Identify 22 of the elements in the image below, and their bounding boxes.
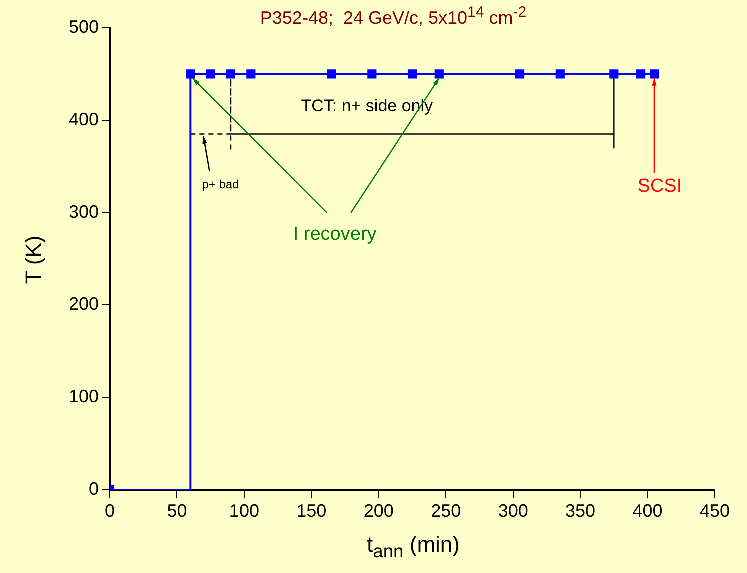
x-tick-label: 150 [296, 500, 327, 521]
x-tick-label: 100 [229, 500, 260, 521]
y-tick-label: 200 [68, 294, 99, 314]
y-tick-label: 300 [68, 202, 99, 222]
y-tick-label: 500 [68, 16, 99, 37]
y-tick-label: 400 [68, 109, 99, 130]
x-tick-label: 250 [431, 500, 462, 521]
x-tick-label: 400 [632, 500, 663, 521]
x-tick-label: 0 [104, 500, 116, 521]
x-tick-label: 200 [364, 500, 394, 521]
x-tick-label: 350 [566, 500, 596, 521]
annotation: SCSI [638, 176, 682, 198]
x-tick-label: 300 [498, 500, 528, 521]
y-tick-label: 0 [88, 478, 99, 499]
y-tick-label: 100 [68, 386, 99, 407]
x-tick-label: 50 [167, 500, 188, 521]
annotation: p+ bad [202, 177, 240, 192]
x-tick-label: 450 [700, 500, 730, 521]
annotation: I recovery [293, 224, 378, 246]
x-axis-title: t$_{ann}$ (min) [366, 532, 461, 562]
chart-title: P352-48; 24 GeV/c, 5x10$^{14}$ cm$^{-2}$ [260, 4, 527, 28]
y-axis-title: T (K) [21, 236, 47, 284]
